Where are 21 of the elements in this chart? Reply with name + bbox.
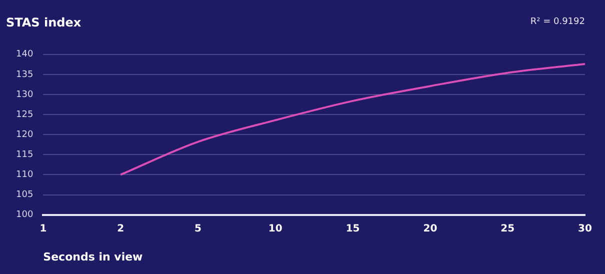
x-tick-label: 5 xyxy=(194,223,202,234)
x-tick-label: 10 xyxy=(268,223,282,234)
y-tick-label: 110 xyxy=(16,170,34,180)
y-tick-label: 105 xyxy=(16,190,34,200)
x-tick-label: 25 xyxy=(500,223,515,234)
y-tick-label: 115 xyxy=(16,150,34,160)
x-tick-label: 1 xyxy=(40,223,47,234)
x-tick-label: 30 xyxy=(578,223,592,234)
y-tick-label: 120 xyxy=(16,130,34,140)
y-tick-label: 100 xyxy=(16,210,34,220)
text: R² = 0.9192 xyxy=(530,17,585,27)
y-tick-label: 135 xyxy=(16,70,34,80)
x-tick-label: 20 xyxy=(423,223,438,234)
y-tick-label: 140 xyxy=(16,50,34,60)
x-tick-label: 15 xyxy=(346,223,360,234)
chart-title: STAS index xyxy=(6,15,82,30)
x-tick-label: 2 xyxy=(117,223,124,234)
x-axis-title: Seconds in view xyxy=(43,250,143,264)
y-tick-label: 125 xyxy=(16,110,34,120)
line-series xyxy=(120,63,586,176)
y-tick-label: 130 xyxy=(16,90,34,100)
